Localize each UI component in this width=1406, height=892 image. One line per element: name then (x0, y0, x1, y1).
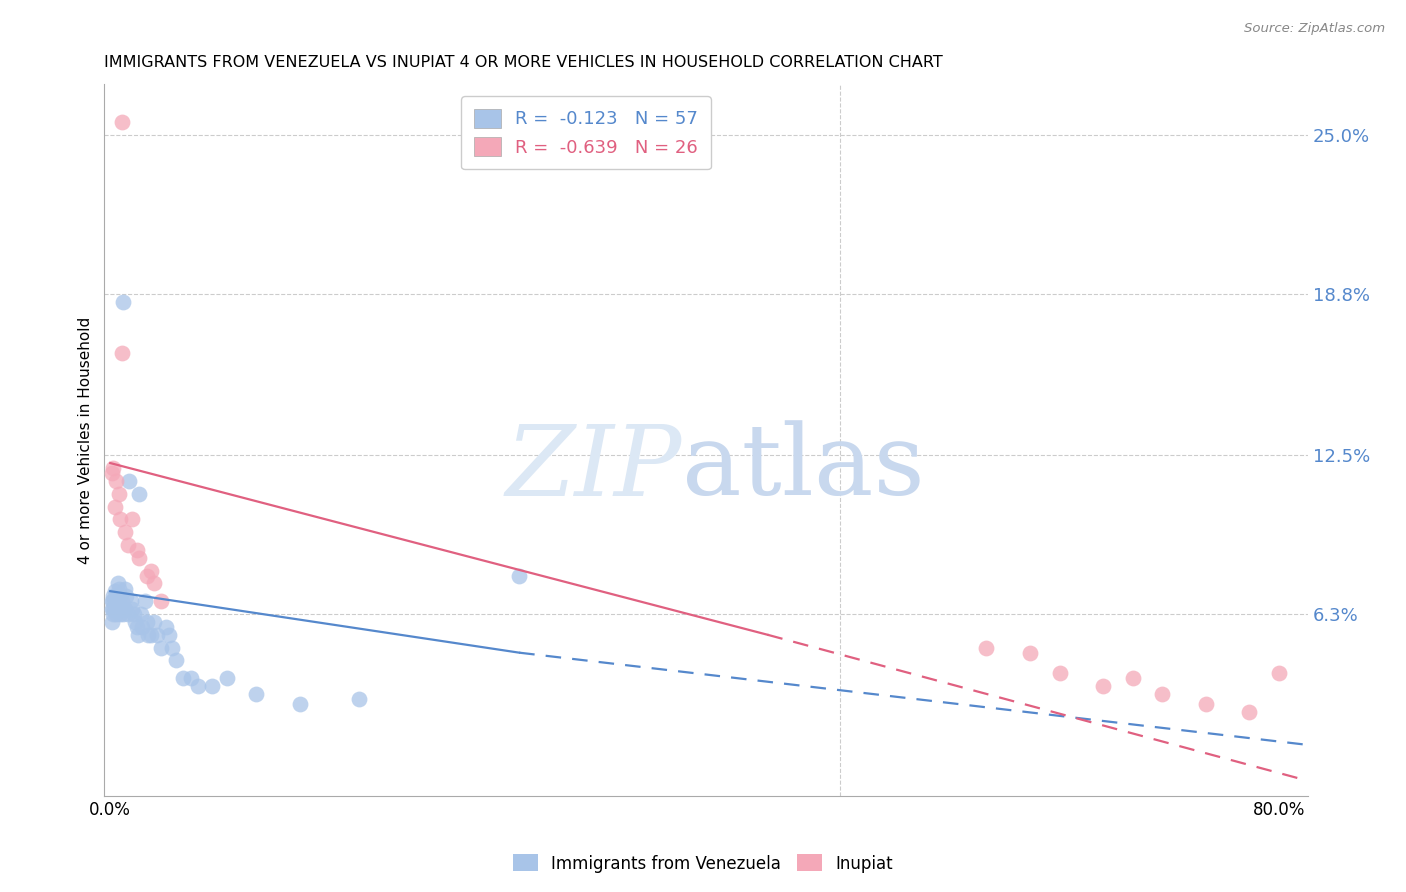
Point (105, 607, 128, 622)
Point (101, 461, 124, 475)
Point (105, 594, 128, 608)
Point (104, 500, 127, 514)
Point (157, 628, 180, 642)
Point (131, 620, 153, 634)
Point (1019, 646, 1042, 660)
Point (114, 525, 136, 540)
Point (111, 594, 134, 608)
Point (172, 671, 194, 685)
Point (135, 569, 157, 583)
Point (104, 602, 127, 616)
Point (108, 602, 131, 616)
Point (347, 691, 370, 706)
Point (1239, 705, 1261, 719)
Point (150, 640, 173, 655)
Text: Source: ZipAtlas.com: Source: ZipAtlas.com (1244, 22, 1385, 36)
Point (101, 589, 124, 603)
Point (100, 467, 122, 481)
Point (124, 615, 146, 629)
Point (135, 615, 157, 629)
Point (120, 594, 142, 608)
Point (117, 607, 139, 622)
Point (121, 512, 143, 526)
Point (110, 607, 132, 622)
Point (128, 550, 150, 565)
Point (146, 628, 169, 642)
Text: IMMIGRANTS FROM VENEZUELA VS INUPIAT 4 OR MORE VEHICLES IN HOUSEHOLD CORRELATION: IMMIGRANTS FROM VENEZUELA VS INUPIAT 4 O… (104, 55, 943, 70)
Point (111, 346, 134, 360)
Point (1092, 679, 1115, 693)
Point (1267, 666, 1289, 681)
Point (112, 607, 135, 622)
Point (508, 569, 530, 583)
Point (104, 594, 127, 608)
Point (100, 602, 122, 616)
Point (104, 584, 127, 599)
Point (115, 589, 138, 603)
Text: ZIP: ZIP (506, 421, 682, 516)
Point (100, 615, 122, 629)
Point (114, 582, 136, 596)
Point (117, 538, 139, 552)
Point (107, 576, 129, 591)
Point (976, 640, 998, 655)
Point (139, 628, 162, 642)
Point (110, 589, 132, 603)
Point (101, 607, 124, 622)
Point (125, 543, 148, 558)
Point (101, 594, 124, 608)
Point (1122, 671, 1144, 685)
Point (143, 615, 166, 629)
Point (245, 687, 267, 701)
Point (136, 628, 159, 642)
Point (187, 679, 209, 693)
Point (155, 620, 177, 634)
Point (160, 640, 183, 655)
Point (180, 671, 202, 685)
Y-axis label: 4 or more Vehicles in Household: 4 or more Vehicles in Household (79, 317, 93, 564)
Point (215, 671, 238, 685)
Point (118, 474, 141, 488)
Point (134, 594, 156, 608)
Point (165, 653, 187, 667)
Point (129, 607, 152, 622)
Legend: Immigrants from Venezuela, Inupiat: Immigrants from Venezuela, Inupiat (506, 847, 900, 880)
Point (105, 474, 128, 488)
Point (1049, 666, 1071, 681)
Point (105, 589, 128, 603)
Point (110, 512, 132, 526)
Point (125, 620, 148, 634)
Point (128, 487, 150, 501)
Point (111, 602, 134, 616)
Point (121, 602, 143, 616)
Point (201, 679, 224, 693)
Legend: R =  -0.123   N = 57, R =  -0.639   N = 26: R = -0.123 N = 57, R = -0.639 N = 26 (461, 96, 710, 169)
Point (111, 115, 134, 129)
Point (101, 602, 124, 616)
Point (122, 607, 145, 622)
Point (114, 602, 136, 616)
Point (1194, 697, 1216, 711)
Point (108, 582, 131, 596)
Point (143, 576, 166, 591)
Point (100, 594, 122, 608)
Point (288, 697, 311, 711)
Point (112, 294, 135, 309)
Point (127, 628, 149, 642)
Point (150, 594, 173, 608)
Text: atlas: atlas (682, 421, 925, 516)
Point (1150, 687, 1173, 701)
Point (108, 487, 131, 501)
Point (107, 594, 129, 608)
Point (139, 564, 162, 578)
